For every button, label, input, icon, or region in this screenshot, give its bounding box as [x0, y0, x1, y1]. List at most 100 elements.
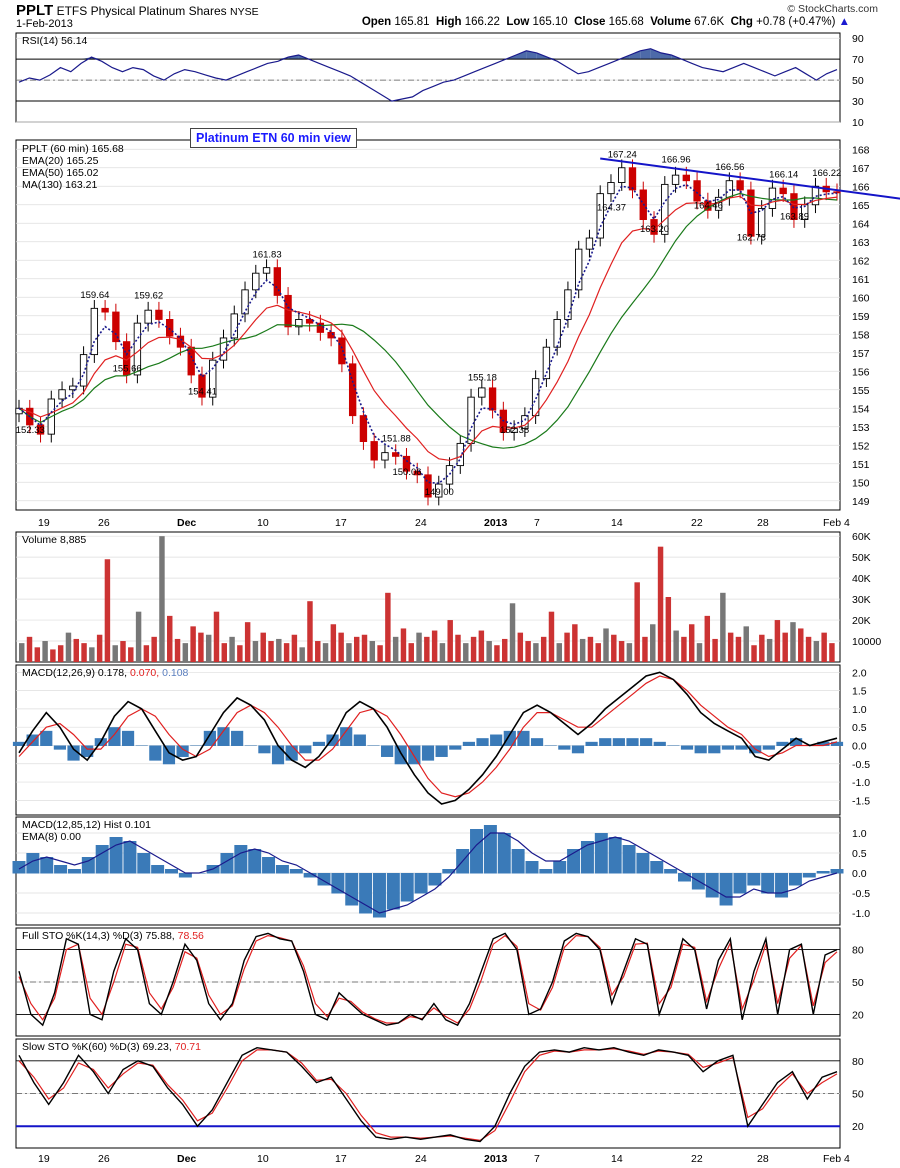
- chart-date: 1-Feb-2013: [16, 18, 73, 30]
- volume-bar: [42, 641, 48, 662]
- macd-histogram-bar: [190, 745, 203, 746]
- volume-bar: [315, 641, 321, 662]
- macd2-histogram-bar: [788, 873, 802, 886]
- volume-bar: [650, 624, 656, 662]
- volume-bar: [377, 645, 383, 662]
- volume-bar: [338, 632, 344, 662]
- price-candle-body: [693, 180, 701, 202]
- volume-bar: [517, 632, 524, 662]
- macd-histogram-bar: [680, 745, 694, 750]
- volume-bar: [283, 643, 290, 662]
- rsi-line: [18, 48, 838, 102]
- volume-bar: [463, 643, 469, 662]
- macd2-histogram-bar: [81, 857, 95, 874]
- volume-bar: [618, 641, 625, 662]
- legend-entry: Full STO %K(14,3) %D(3) 75.88, 78.56: [22, 930, 204, 942]
- macd2-histogram-bar: [483, 825, 497, 874]
- volume-bar: [579, 638, 586, 662]
- volume-bar: [205, 634, 212, 662]
- macd2-histogram-bar: [580, 841, 594, 874]
- x-tick-label: 10: [257, 517, 269, 529]
- y-tick-label: 167: [852, 163, 870, 175]
- macd2-histogram-bar: [497, 833, 511, 874]
- y-tick-label: 163: [852, 237, 870, 249]
- legend-entry: MACD(12,26,9) 0.178, 0.070, 0.108: [22, 667, 189, 679]
- price-candle-body: [661, 183, 669, 235]
- legend-text: MACD(12,26,9) 0.178,: [22, 667, 127, 679]
- volume-bar: [159, 536, 165, 662]
- macd2-histogram-bar: [289, 869, 303, 874]
- macd-histogram-bar: [176, 745, 189, 757]
- y-tick-label: 20K: [852, 615, 871, 627]
- volume-bar: [603, 628, 609, 662]
- volume-bar: [143, 645, 150, 662]
- volume-bar: [766, 638, 773, 662]
- macd2-histogram-bar: [303, 873, 317, 878]
- macd-histogram-bar: [517, 730, 530, 746]
- macd-histogram-bar: [12, 741, 26, 746]
- chg-up-icon: ▲: [838, 16, 850, 28]
- full-sto-d-line: [18, 934, 838, 1024]
- y-tick-label: 166: [852, 181, 870, 193]
- macd2-histogram-bar: [636, 853, 650, 874]
- price-candle-body: [467, 396, 475, 444]
- price-candle-body: [585, 237, 594, 250]
- volume-bar: [509, 603, 516, 662]
- high-label: High: [435, 16, 462, 28]
- y-tick-label: -1.0: [852, 777, 870, 789]
- y-tick-label: -1.5: [852, 795, 870, 807]
- volume-bar: [268, 641, 274, 662]
- volume-bar: [252, 641, 259, 662]
- macd-histogram-bar: [667, 745, 680, 746]
- price-candle-body: [510, 428, 518, 433]
- price-candle-body: [58, 389, 66, 400]
- price-candle-body: [607, 182, 615, 195]
- low-value: 165.10: [532, 16, 568, 28]
- price-candle-body: [531, 378, 540, 417]
- volume-bar: [96, 634, 103, 662]
- legend-text: 0.070,: [127, 667, 159, 679]
- macd2-histogram-bar: [262, 857, 276, 874]
- y-tick-label: 80: [852, 945, 864, 957]
- stockcharts-credit: © StockCharts.com: [787, 3, 878, 15]
- y-tick-label: 157: [852, 348, 870, 360]
- macd-histogram-bar: [449, 745, 462, 750]
- price-point-label: 152.33: [16, 425, 45, 436]
- macd2-histogram-bar: [414, 873, 428, 894]
- volume-bar: [774, 620, 781, 662]
- macd-histogram-bar: [381, 745, 394, 757]
- price-point-label: 154.41: [188, 387, 217, 398]
- legend-text: 78.56: [175, 930, 204, 942]
- macd2-histogram-bar: [802, 873, 816, 878]
- volume-bar: [626, 643, 633, 662]
- volume-bar: [128, 647, 134, 662]
- macd-histogram-bar: [612, 738, 625, 746]
- price-candle-body: [553, 319, 561, 348]
- price-candle-body: [435, 483, 443, 498]
- volume-bar: [759, 634, 765, 662]
- close-label: Close: [574, 16, 606, 28]
- volume-bar: [89, 647, 95, 662]
- price-point-label: 164.37: [597, 202, 626, 213]
- macd-histogram-bar: [231, 730, 244, 746]
- volume-bar: [548, 611, 555, 662]
- price-candle-body: [295, 319, 303, 328]
- price-point-label: 167.24: [608, 149, 637, 160]
- macd2-histogram-bar: [12, 861, 26, 874]
- volume-bar: [712, 638, 718, 662]
- macd-histogram-bar: [776, 741, 789, 746]
- y-tick-label: 50K: [852, 552, 871, 564]
- price-candle-body: [445, 465, 454, 485]
- y-tick-label: -0.5: [852, 759, 870, 771]
- chg-value: +0.78 (+0.47%): [756, 16, 836, 28]
- volume-bar: [361, 634, 368, 662]
- macd-histogram-bar: [108, 727, 121, 746]
- low-label: Low: [506, 16, 530, 28]
- macd-histogram-bar: [408, 745, 421, 765]
- volume-bar: [657, 546, 664, 662]
- x-tick-label-bottom: 7: [534, 1153, 540, 1165]
- volume-bar: [642, 636, 648, 662]
- price-point-label: 159.64: [80, 290, 109, 301]
- macd2-legend-entry: EMA(8) 0.00: [22, 831, 81, 843]
- x-tick-label-bottom: 22: [691, 1153, 703, 1165]
